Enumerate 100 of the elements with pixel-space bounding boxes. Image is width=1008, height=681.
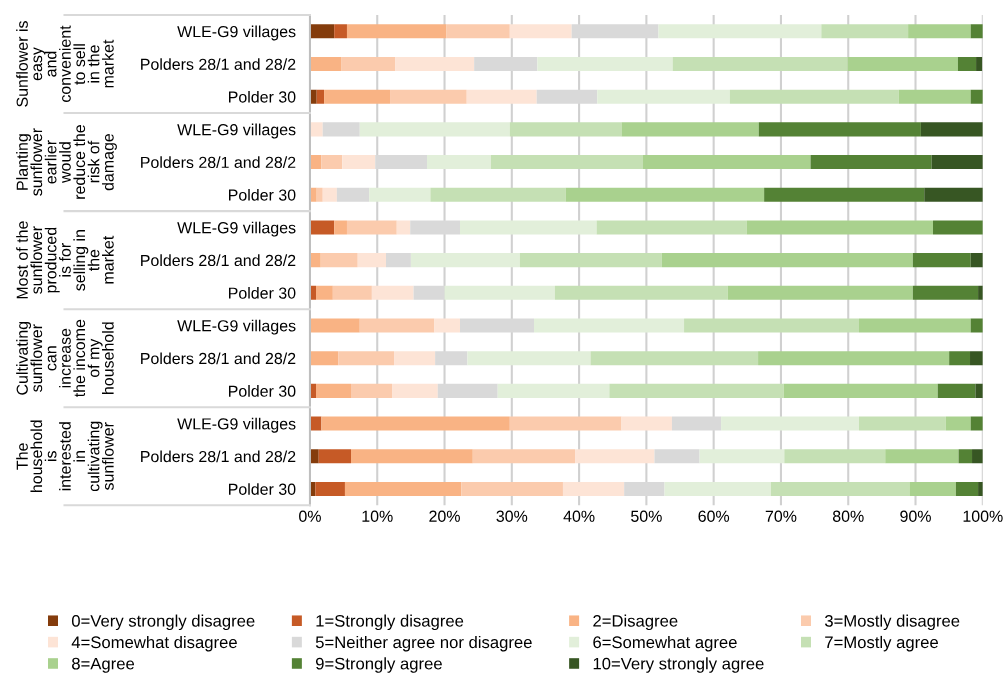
x-tick-label: 20% <box>429 510 460 522</box>
bar <box>444 285 555 300</box>
legend-label: 9=Strongly agree <box>315 657 442 673</box>
bar <box>321 416 510 431</box>
bar <box>575 449 655 464</box>
text: Cultivating sunflower can increase the income of my household <box>16 319 114 398</box>
bar <box>497 383 610 398</box>
y-tick-label: WLE-G9 villages <box>177 123 296 139</box>
bar <box>643 155 811 170</box>
bar <box>322 187 337 202</box>
bar <box>931 155 983 170</box>
bar <box>315 481 345 496</box>
legend-label: 3=Mostly disagree <box>824 614 960 631</box>
bar <box>937 383 976 398</box>
x-tick-label: 100% <box>963 510 1003 522</box>
x-tick-label: 70% <box>765 510 797 522</box>
bar <box>810 155 932 170</box>
bar <box>322 122 360 137</box>
bar <box>664 481 771 496</box>
bar <box>970 318 983 333</box>
x-tick-label: 0% <box>299 510 321 522</box>
y-tick-label: Polders 28/1 and 28/2 <box>141 58 296 70</box>
bar <box>334 220 347 235</box>
bar <box>672 56 848 72</box>
bar <box>369 187 431 202</box>
bar <box>490 155 644 170</box>
bar <box>385 253 411 268</box>
bar <box>565 187 765 202</box>
bar <box>357 253 386 268</box>
bar <box>597 89 730 104</box>
bar <box>898 89 971 104</box>
x-tick-label: 80% <box>832 510 864 522</box>
bar <box>346 24 447 39</box>
bar <box>394 351 436 366</box>
bar <box>519 253 662 268</box>
bar <box>396 220 411 235</box>
bar <box>727 285 913 300</box>
bar <box>309 351 339 366</box>
bar <box>554 285 728 300</box>
bar <box>924 187 983 202</box>
y-tick-label: WLE-G9 villages <box>177 221 296 237</box>
bar <box>309 318 360 333</box>
text: Sunflower is easy and convenient to sell in the market <box>16 21 114 107</box>
bar <box>970 351 983 366</box>
bar <box>590 351 759 366</box>
bar <box>316 285 333 300</box>
bar <box>390 89 467 104</box>
legend-label: 8=Agree <box>72 657 135 673</box>
bar <box>410 253 520 268</box>
bar <box>975 383 983 398</box>
text: The household is interested in cultivating sunflower <box>16 420 114 493</box>
bar <box>309 24 335 39</box>
bar <box>596 220 747 235</box>
x-tick-label: 90% <box>900 510 931 522</box>
text: Planting sunflower earlier would reduce the risk of damage <box>16 125 117 199</box>
bar <box>909 481 956 496</box>
bar <box>534 318 685 333</box>
bar <box>309 253 321 268</box>
x-tick-label: 60% <box>698 510 730 522</box>
bar <box>758 122 921 137</box>
bar <box>537 56 673 72</box>
x-tick-label: 50% <box>631 510 662 522</box>
bar <box>958 449 973 464</box>
bar <box>344 481 462 496</box>
bar <box>430 187 566 202</box>
bar <box>746 220 934 235</box>
bar <box>332 285 372 300</box>
y-tick-label: WLE-G9 villages <box>177 25 296 41</box>
bar <box>309 56 342 72</box>
bar <box>699 449 785 464</box>
x-tick-label: 40% <box>563 510 595 522</box>
bar <box>970 89 983 104</box>
legend-label: 5=Neither agree nor disagree <box>315 635 532 652</box>
bar <box>684 318 859 333</box>
legend-label: 4=Somewhat disagree <box>71 635 237 652</box>
bar <box>920 122 983 137</box>
bar <box>324 89 391 104</box>
bar <box>621 122 759 137</box>
bar <box>970 416 983 431</box>
bar <box>466 89 537 104</box>
bar <box>859 318 971 333</box>
bar <box>562 481 625 496</box>
bar <box>359 318 435 333</box>
bar <box>336 187 370 202</box>
bar <box>859 416 946 431</box>
bar <box>847 56 958 72</box>
y-tick-label: Polder 30 <box>229 483 296 495</box>
bar <box>427 155 491 170</box>
bar <box>654 449 700 464</box>
bar <box>821 24 909 39</box>
bar <box>509 24 572 39</box>
legend-label: 2=Disagree <box>593 614 678 631</box>
y-tick-label: Polders 28/1 and 28/2 <box>141 254 296 267</box>
bar <box>658 24 822 39</box>
y-tick-label: Polders 28/1 and 28/2 <box>141 156 296 169</box>
y-tick-label: Polder 30 <box>229 385 296 397</box>
bar <box>316 383 351 398</box>
y-tick-label: WLE-G9 villages <box>177 417 296 433</box>
legend-label: 10=Very strongly agree <box>593 657 764 673</box>
bar <box>976 56 983 72</box>
